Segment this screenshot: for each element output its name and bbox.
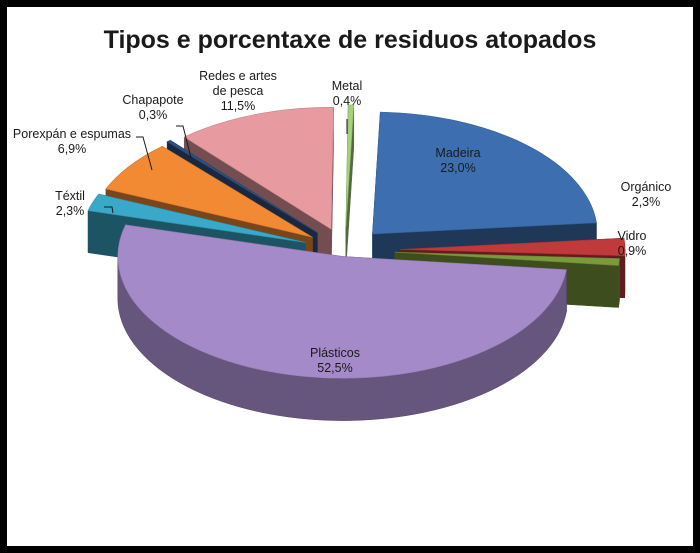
slice-name-chapapote: Chapapote <box>122 93 183 107</box>
slice-value-chapapote: 0,3% <box>139 108 168 122</box>
slice-name-redes-e-artes-de-pesca: Redes e artes de pesca <box>199 69 277 98</box>
pie-slice-plasticos <box>117 224 567 421</box>
slice-label-textil: Téxtil 2,3% <box>55 189 85 218</box>
leader-line-porexpan-e-espumas <box>136 136 153 171</box>
slice-name-madeira: Madeira <box>435 146 480 160</box>
slice-value-vidro: 0,9% <box>618 244 647 258</box>
slice-value-redes-e-artes-de-pesca: 11,5% <box>221 99 256 113</box>
slice-name-metal: Metal <box>332 79 363 93</box>
slice-value-madeira: 23,0% <box>440 161 475 175</box>
slice-label-porexpan-e-espumas: Porexpán e espumas 6,9% <box>13 127 131 156</box>
slice-label-redes-e-artes-de-pesca: Redes e artes de pesca 11,5% <box>199 69 277 113</box>
slice-value-metal: 0,4% <box>333 94 362 108</box>
slice-label-plasticos: Plásticos 52,5% <box>310 346 360 375</box>
slice-value-textil: 2,3% <box>56 204 85 218</box>
slice-name-organico: Orgánico <box>621 180 672 194</box>
chart-title: Tipos e porcentaxe de residuos atopados <box>103 26 597 54</box>
slice-value-plasticos: 52,5% <box>317 361 352 375</box>
slice-name-textil: Téxtil <box>55 189 85 203</box>
slice-name-porexpan-e-espumas: Porexpán e espumas <box>13 127 131 141</box>
slice-label-vidro: Vidro 0,9% <box>618 229 647 258</box>
slice-label-madeira: Madeira 23,0% <box>435 146 480 175</box>
leader-line-textil <box>104 206 114 214</box>
slice-label-metal: Metal 0,4% <box>332 79 363 108</box>
slice-label-organico: Orgánico 2,3% <box>621 180 672 209</box>
slice-value-organico: 2,3% <box>632 195 661 209</box>
leader-line-chapapote <box>176 125 192 159</box>
slice-name-vidro: Vidro <box>618 229 647 243</box>
pie-slice-metal <box>345 104 355 269</box>
slice-label-chapapote: Chapapote 0,3% <box>122 93 183 122</box>
slice-value-porexpan-e-espumas: 6,9% <box>58 142 87 156</box>
slice-name-plasticos: Plásticos <box>310 346 360 360</box>
